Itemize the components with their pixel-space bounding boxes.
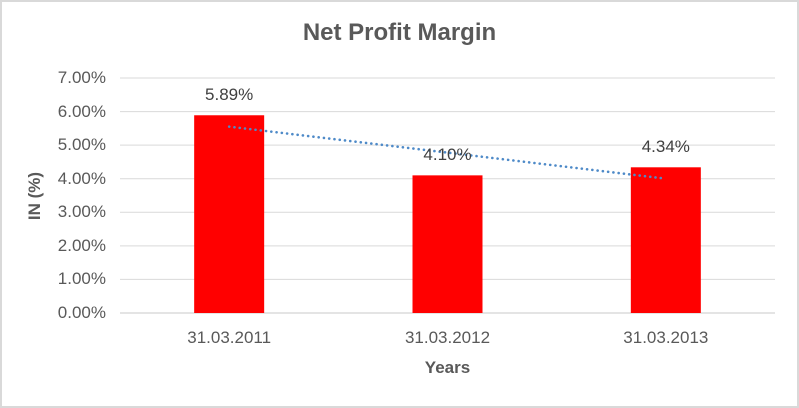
- x-axis-title: Years: [424, 358, 471, 377]
- bar-31.03.2012[interactable]: [412, 175, 483, 313]
- bar-31.03.2011[interactable]: [194, 115, 265, 313]
- x-tick-label: 31.03.2011: [187, 328, 272, 347]
- y-tick-label: 3.00%: [57, 202, 106, 222]
- y-tick-label: 6.00%: [57, 101, 106, 121]
- y-tick-label: 1.00%: [57, 269, 106, 289]
- y-tick-label: 5.00%: [57, 135, 106, 155]
- chart-title: Net Profit Margin: [302, 19, 497, 46]
- trendline[interactable]: [227, 125, 668, 180]
- data-label: 4.10%: [423, 145, 472, 165]
- y-tick-label: 4.00%: [57, 168, 106, 188]
- data-label: 5.89%: [205, 85, 254, 105]
- y-tick-label: 2.00%: [57, 235, 106, 255]
- x-tick-label: 31.03.2012: [404, 328, 491, 347]
- y-tick-label: 7.00%: [57, 68, 106, 87]
- bar-31.03.2013[interactable]: [630, 167, 701, 313]
- data-label: 4.34%: [641, 137, 690, 157]
- x-tick-label: 31.03.2013: [623, 328, 709, 347]
- y-tick-label: 0.00%: [57, 303, 106, 322]
